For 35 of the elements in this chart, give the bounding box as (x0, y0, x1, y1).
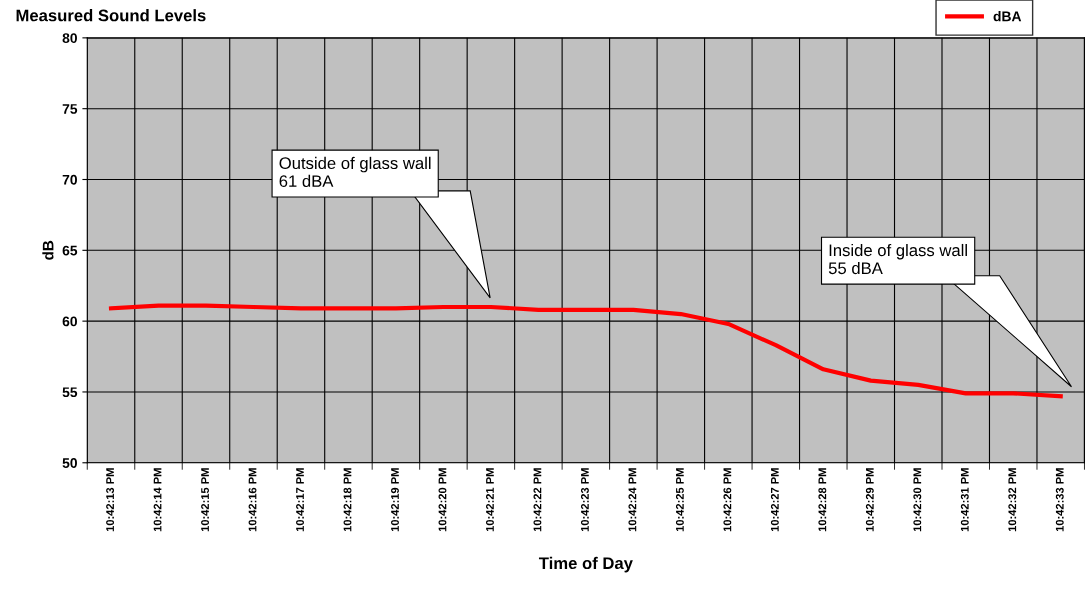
x-tick-label: 10:42:14 PM (153, 468, 162, 532)
y-tick-label: 60 (62, 316, 77, 327)
y-tick-label: 80 (62, 33, 77, 44)
chart-title: Measured Sound Levels (16, 9, 206, 22)
x-tick-label: 10:42:18 PM (343, 468, 352, 532)
x-tick-label: 10:42:33 PM (1055, 468, 1064, 532)
y-tick-label: 50 (62, 458, 77, 468)
x-tick-label: 10:42:32 PM (1008, 468, 1017, 532)
line-series (108, 303, 1063, 399)
annotation: Inside of glass wall 55 dBA (828, 243, 967, 275)
x-tick-label: 10:42:17 PM (296, 468, 304, 532)
x-tick-label: 10:42:28 PM (818, 468, 827, 532)
x-tick-label: 10:42:23 PM (580, 468, 589, 532)
x-tick-label: 10:42:29 PM (865, 468, 874, 532)
x-tick-label: 10:42:16 PM (248, 468, 257, 532)
x-tick-label: 10:42:13 PM (106, 468, 115, 532)
x-tick-label: 10:42:21 PM (486, 468, 494, 532)
x-tick-label: 10:42:27 PM (770, 468, 779, 532)
x-tick-label: 10:42:15 PM (201, 468, 209, 532)
x-tick-label: 10:42:19 PM (391, 468, 399, 532)
y-tick-label: 70 (62, 174, 77, 185)
x-tick-label: 10:42:22 PM (533, 468, 542, 532)
annotation: Outside of glass wall 61 dBA (279, 156, 431, 188)
y-axis-title: dB (42, 240, 54, 260)
x-tick-label: 10:42:26 PM (723, 468, 732, 532)
x-tick-label: 10:42:24 PM (628, 468, 637, 532)
y-tick-label: 65 (62, 245, 78, 256)
x-tick-label: 10:42:20 PM (438, 468, 447, 532)
legend-label: dBA (993, 11, 1022, 22)
y-tick-label: 55 (62, 387, 78, 398)
x-axis-title: Time of Day (538, 556, 633, 573)
x-tick-label: 10:42:31 PM (960, 468, 969, 532)
y-tick-label: 75 (62, 104, 78, 114)
x-tick-label: 10:42:30 PM (913, 468, 922, 532)
x-tick-label: 10:42:25 PM (675, 468, 684, 532)
